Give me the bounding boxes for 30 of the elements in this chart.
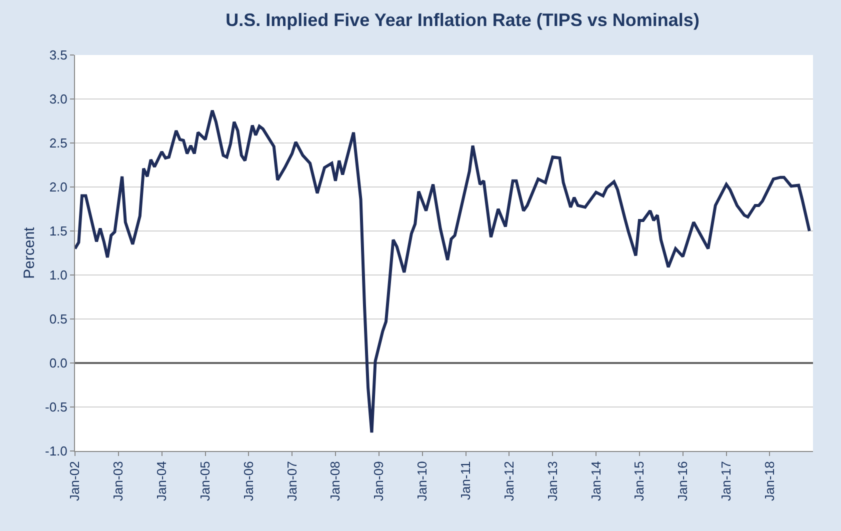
x-tick-label: Jan-12 — [501, 461, 516, 501]
x-tick-label: Jan-04 — [154, 461, 170, 501]
x-tick-label: Jan-02 — [67, 461, 82, 501]
y-tick-label: -0.5 — [44, 400, 68, 415]
y-tick-label: 2.5 — [49, 136, 68, 151]
x-tick-label: Jan-03 — [110, 461, 126, 501]
y-tick-label: 1.5 — [49, 224, 68, 239]
y-tick-label: 3.5 — [49, 48, 68, 63]
y-tick-label: 0.5 — [49, 312, 68, 327]
y-axis-title: Percent — [21, 226, 38, 279]
y-tick-label: 0.0 — [49, 356, 68, 371]
y-tick-label: 3.0 — [49, 92, 68, 107]
y-tick-label: -1.0 — [44, 444, 68, 459]
x-tick-label: Jan-07 — [284, 461, 300, 501]
x-tick-label: Jan-15 — [632, 461, 647, 501]
x-tick-label: Jan-14 — [588, 461, 604, 501]
chart-title: U.S. Implied Five Year Inflation Rate (TIPS vs Nominals) — [226, 10, 700, 30]
y-tick-label: 1.0 — [49, 268, 68, 283]
x-tick-label: Jan-16 — [675, 461, 690, 501]
x-tick-label: Jan-09 — [371, 461, 386, 501]
x-tick-label: Jan-06 — [240, 461, 256, 501]
x-tick-label: Jan-13 — [544, 461, 560, 501]
x-tick-label: Jan-10 — [414, 461, 430, 501]
x-tick-label: Jan-11 — [458, 461, 473, 500]
x-tick-label: Jan-18 — [762, 461, 777, 501]
x-tick-label: Jan-08 — [328, 461, 343, 501]
x-tick-label: Jan-05 — [198, 461, 213, 501]
x-tick-label: Jan-17 — [718, 461, 734, 501]
y-tick-label: 2.0 — [49, 180, 68, 195]
line-series — [75, 108, 811, 434]
